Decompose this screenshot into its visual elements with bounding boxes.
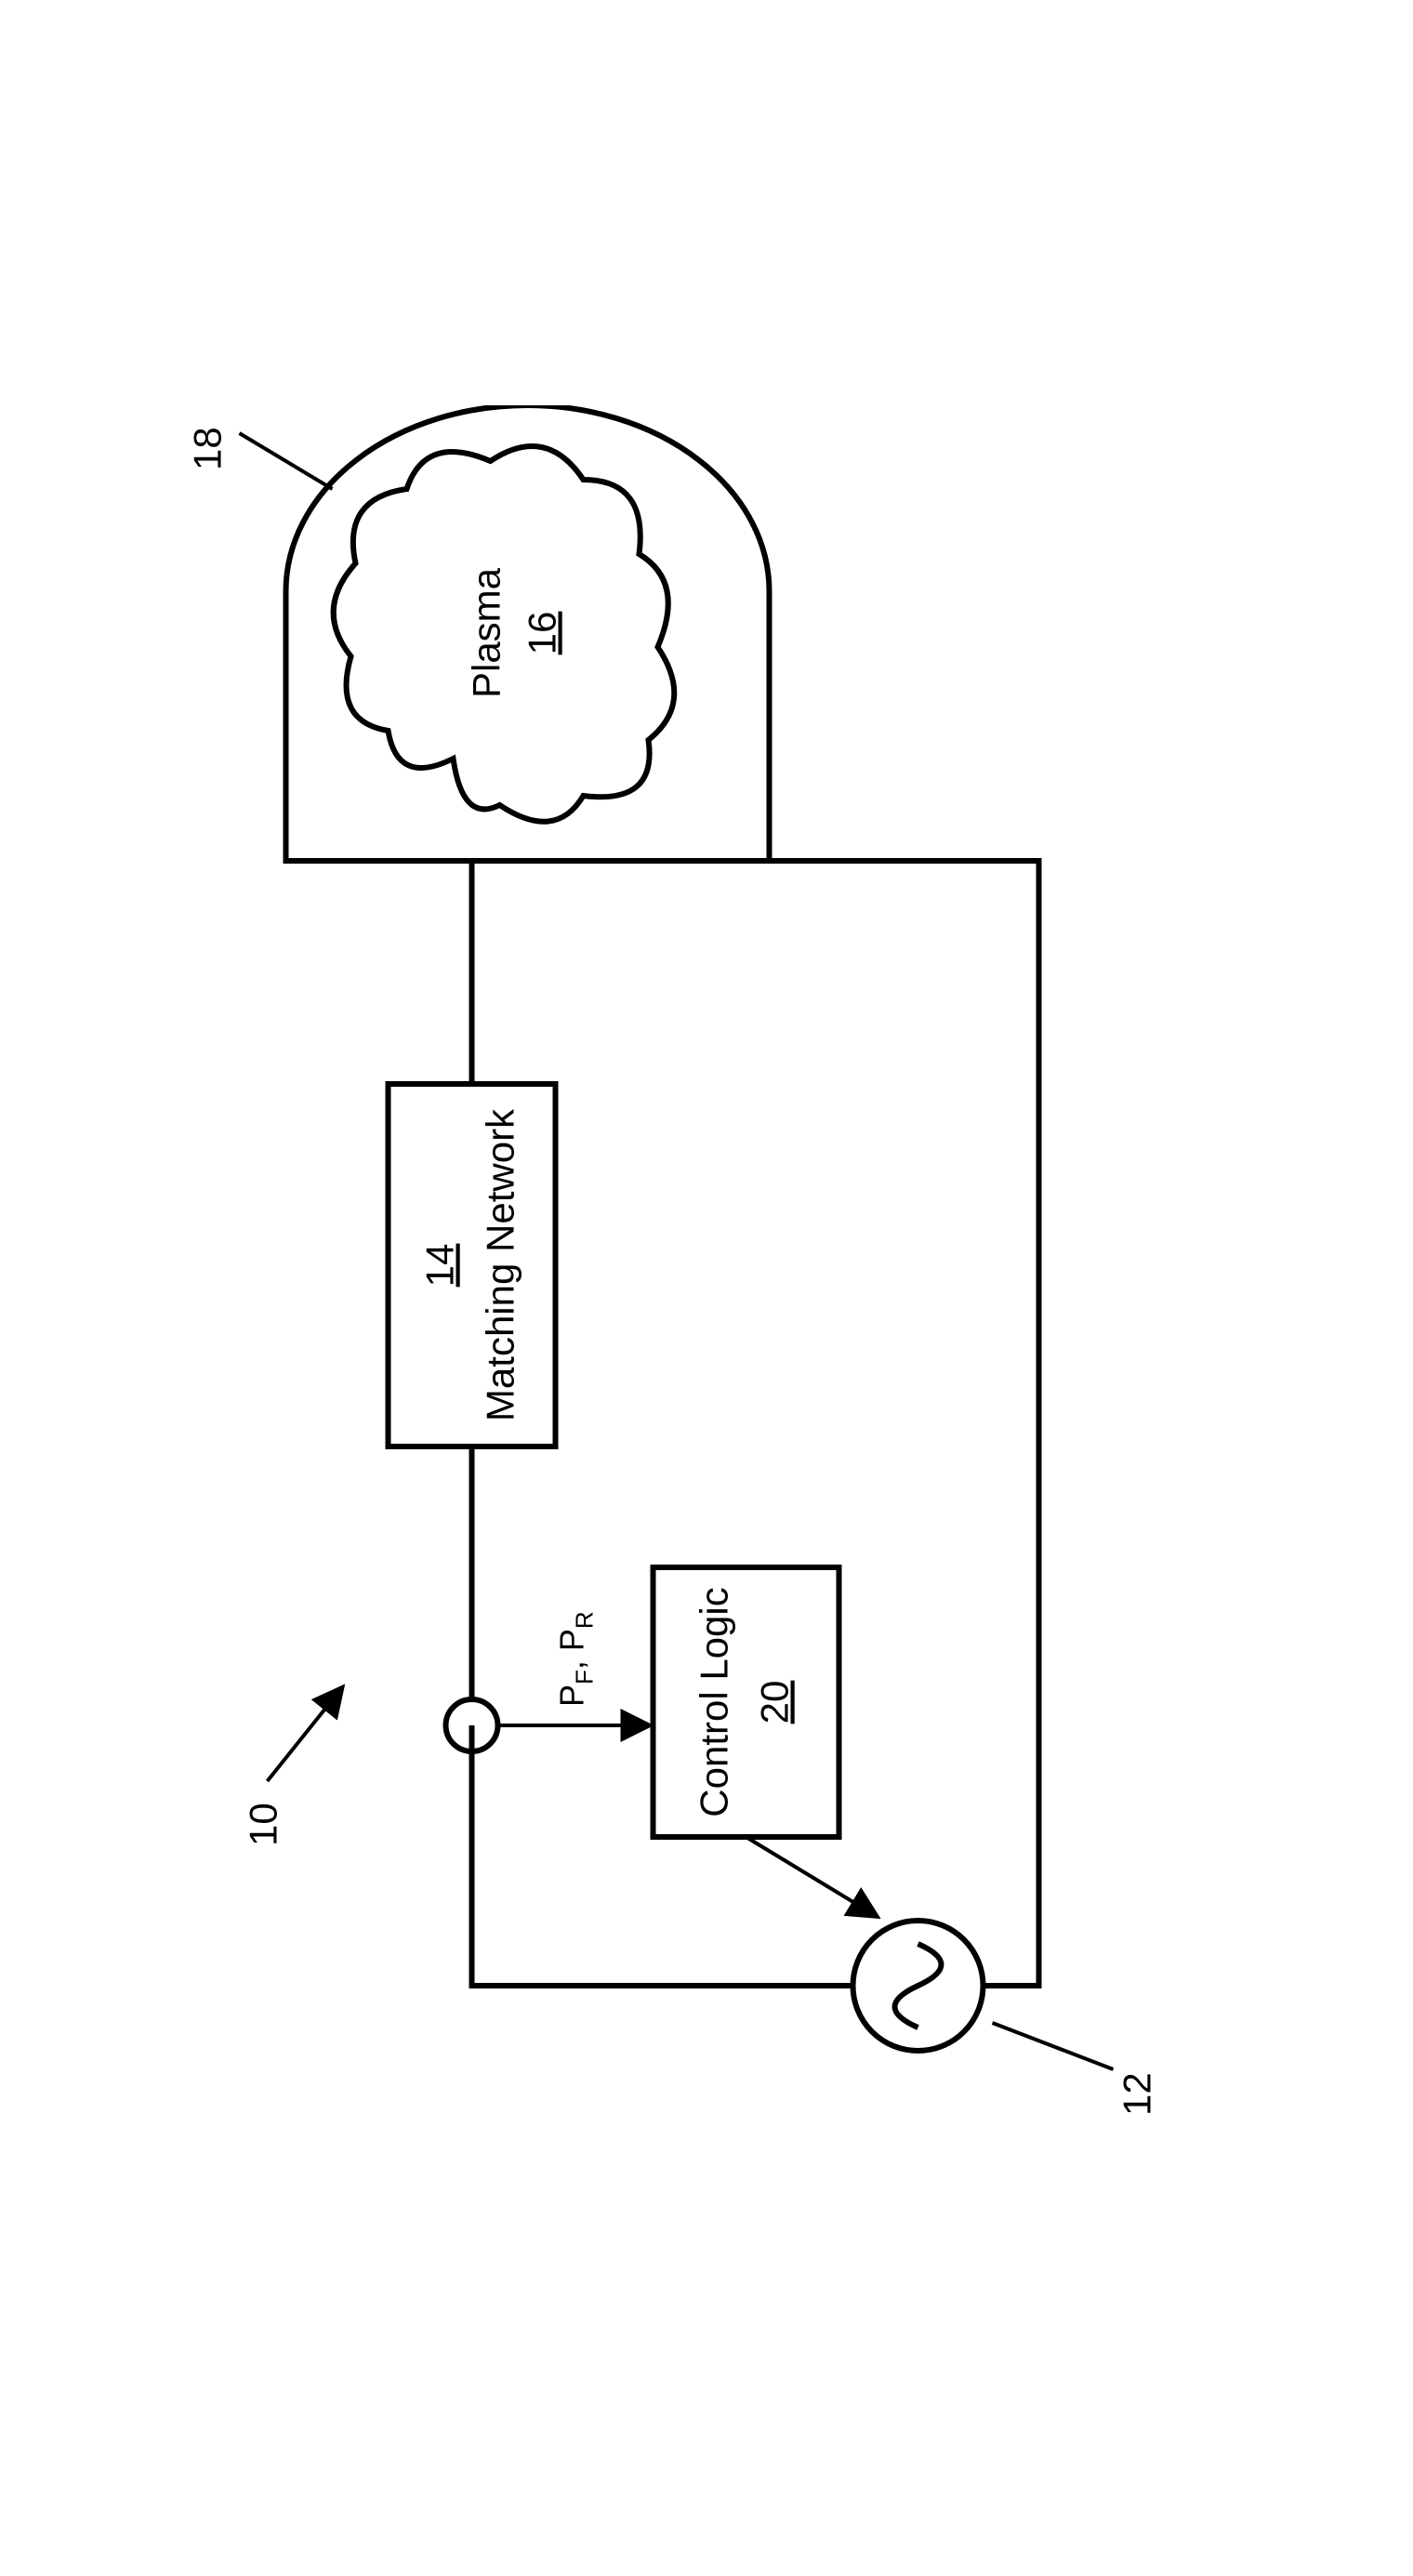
pr-p: P bbox=[553, 1629, 591, 1651]
generator-ref-label: 12 bbox=[993, 2023, 1159, 2116]
pf-sub: F bbox=[571, 1670, 599, 1684]
figure-caption: FIGURE 1 bbox=[1402, 1160, 1413, 1415]
plasma-ref: 16 bbox=[521, 611, 564, 654]
matching-network-label: Matching Network bbox=[479, 1107, 522, 1420]
control-logic-box bbox=[654, 1567, 839, 1837]
page: 10 12 14 Matching Network bbox=[0, 0, 1413, 2576]
sense-signal-label: PF, PR bbox=[553, 1611, 599, 1707]
rf-generator bbox=[853, 1921, 984, 2051]
control-to-gen-line bbox=[746, 1837, 877, 1916]
chamber-ref-label: 18 bbox=[186, 427, 333, 489]
wire-gen-top bbox=[472, 1725, 853, 1986]
system-ref-text: 10 bbox=[242, 1803, 285, 1846]
chamber-ref-text: 18 bbox=[186, 427, 230, 470]
matching-network-ref: 14 bbox=[418, 1243, 462, 1287]
control-logic-ref: 20 bbox=[753, 1680, 797, 1724]
system-ref-leader bbox=[268, 1688, 342, 1781]
generator-leader bbox=[993, 2023, 1114, 2069]
system-ref-label: 10 bbox=[242, 1688, 342, 1846]
generator-sine bbox=[895, 1944, 942, 2028]
pf-sep: , bbox=[553, 1651, 591, 1670]
control-logic-label: Control Logic bbox=[693, 1587, 736, 1816]
chamber-leader bbox=[240, 433, 333, 489]
svg-text:PF, PR: PF, PR bbox=[553, 1611, 599, 1707]
generator-ref-text: 12 bbox=[1116, 2072, 1159, 2116]
pr-sub: R bbox=[571, 1611, 599, 1629]
matching-network-box bbox=[389, 1084, 556, 1447]
circuit-diagram: 10 12 14 Matching Network bbox=[147, 405, 1267, 2172]
plasma-cloud: Plasma 16 bbox=[334, 446, 675, 822]
pf-p: P bbox=[553, 1684, 591, 1706]
wire-return bbox=[770, 861, 1039, 1986]
plasma-label: Plasma bbox=[465, 567, 508, 698]
diagram-svg: 10 12 14 Matching Network bbox=[147, 405, 1262, 2172]
